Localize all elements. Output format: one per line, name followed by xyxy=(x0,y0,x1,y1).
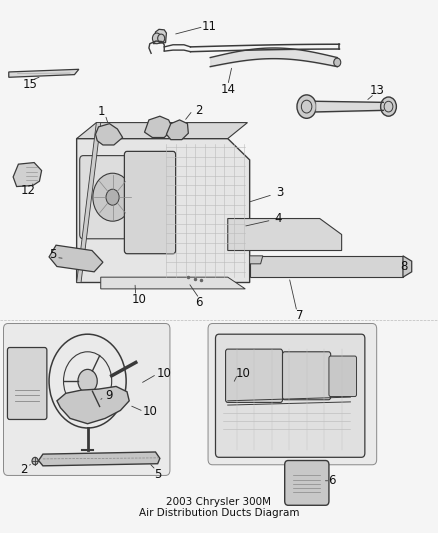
Text: 10: 10 xyxy=(142,405,157,418)
Text: 6: 6 xyxy=(195,296,203,309)
Text: 1: 1 xyxy=(98,106,106,118)
FancyBboxPatch shape xyxy=(283,352,331,400)
Polygon shape xyxy=(153,29,166,44)
Text: 2003 Chrysler 300M: 2003 Chrysler 300M xyxy=(166,497,272,507)
Text: 5: 5 xyxy=(49,248,56,261)
Polygon shape xyxy=(95,124,123,145)
Polygon shape xyxy=(13,163,42,187)
Text: 15: 15 xyxy=(22,78,37,91)
FancyBboxPatch shape xyxy=(80,156,144,239)
Text: 2: 2 xyxy=(20,463,28,475)
FancyBboxPatch shape xyxy=(4,324,170,475)
Text: 4: 4 xyxy=(274,212,282,225)
Text: 12: 12 xyxy=(21,184,36,197)
Circle shape xyxy=(32,457,38,465)
Text: 10: 10 xyxy=(132,293,147,306)
Text: 3: 3 xyxy=(276,187,283,199)
FancyBboxPatch shape xyxy=(124,151,176,254)
Polygon shape xyxy=(57,386,129,424)
FancyBboxPatch shape xyxy=(208,324,377,465)
Text: 7: 7 xyxy=(296,309,304,322)
Text: 8: 8 xyxy=(400,260,407,273)
Polygon shape xyxy=(101,277,245,289)
Polygon shape xyxy=(9,69,79,77)
Circle shape xyxy=(78,369,97,393)
Polygon shape xyxy=(228,219,342,251)
Circle shape xyxy=(93,173,132,221)
Circle shape xyxy=(297,95,316,118)
Polygon shape xyxy=(77,123,101,282)
Text: 14: 14 xyxy=(220,83,235,96)
Polygon shape xyxy=(250,256,403,277)
Circle shape xyxy=(158,34,165,43)
Polygon shape xyxy=(250,256,263,264)
Circle shape xyxy=(106,189,119,205)
Polygon shape xyxy=(145,116,173,138)
FancyBboxPatch shape xyxy=(329,356,357,397)
Polygon shape xyxy=(77,139,250,282)
Text: 5: 5 xyxy=(154,468,161,481)
Text: Air Distribution Ducts Diagram: Air Distribution Ducts Diagram xyxy=(139,508,299,518)
FancyBboxPatch shape xyxy=(7,348,47,419)
Text: 13: 13 xyxy=(370,84,385,97)
Circle shape xyxy=(334,58,341,67)
Text: 2: 2 xyxy=(195,104,203,117)
FancyBboxPatch shape xyxy=(285,461,329,505)
FancyBboxPatch shape xyxy=(226,349,283,402)
Text: 9: 9 xyxy=(105,389,113,402)
Polygon shape xyxy=(166,120,188,140)
Text: 10: 10 xyxy=(236,367,251,379)
Circle shape xyxy=(152,33,161,44)
Polygon shape xyxy=(77,123,247,139)
Text: 11: 11 xyxy=(202,20,217,33)
FancyBboxPatch shape xyxy=(215,334,365,457)
Polygon shape xyxy=(39,452,160,466)
Circle shape xyxy=(381,97,396,116)
Polygon shape xyxy=(403,256,412,277)
Text: 6: 6 xyxy=(328,474,336,487)
Polygon shape xyxy=(49,245,103,272)
Text: 10: 10 xyxy=(157,367,172,379)
